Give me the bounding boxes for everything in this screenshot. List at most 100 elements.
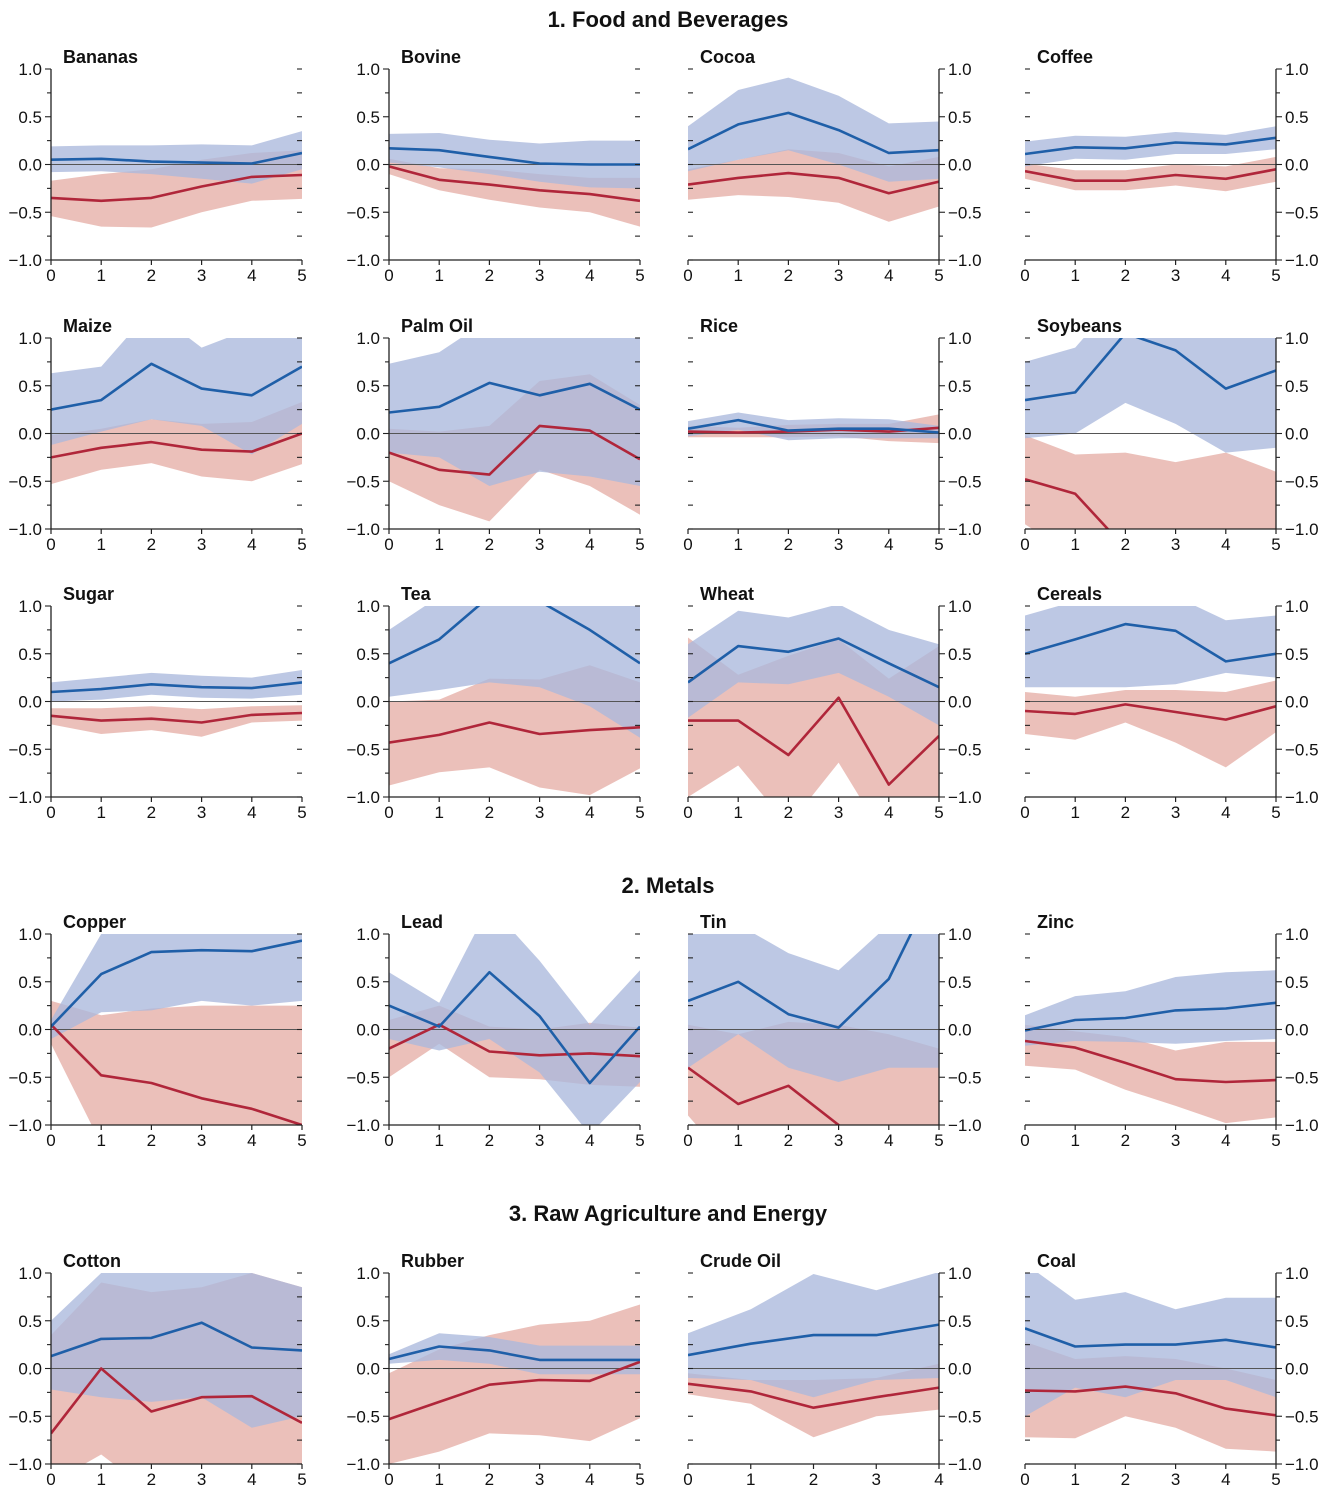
blue-series-line xyxy=(688,934,913,1029)
red-series-line xyxy=(51,432,302,459)
x-tick-label: 1 xyxy=(96,266,105,285)
y-tick-label: 1.0 xyxy=(948,925,972,944)
x-tick-label: 2 xyxy=(485,1470,494,1489)
x-tick-label: 0 xyxy=(1020,1131,1029,1150)
blue-series-line xyxy=(1025,622,1276,663)
plot-area-cotton xyxy=(51,1273,302,1464)
red-confidence-band xyxy=(389,1304,640,1464)
x-tick-label: 5 xyxy=(635,266,644,285)
y-tick-label: −0.5 xyxy=(8,203,42,222)
panel-title-cereals: Cereals xyxy=(1037,584,1102,604)
x-tick-label: 5 xyxy=(934,1131,943,1150)
blue-series-line xyxy=(688,418,939,434)
red-series-line xyxy=(389,1360,640,1421)
y-tick-label: −0.5 xyxy=(948,1407,982,1426)
x-tick-label: 3 xyxy=(1171,266,1180,285)
blue-confidence-band xyxy=(389,606,640,738)
x-tick-label: 3 xyxy=(872,1470,881,1489)
x-tick-label: 5 xyxy=(1271,803,1280,822)
plot-area-copper xyxy=(51,934,302,1125)
y-tick-label: 1.0 xyxy=(1285,925,1309,944)
red-confidence-band xyxy=(1025,680,1276,768)
panel-coffee: 0 1 2 3 4 5 −1.0 −0.5 0.0 0.5 1.0 Coffee xyxy=(1020,47,1318,285)
x-tick-label: 4 xyxy=(1221,535,1230,554)
y-tick-label: 1.0 xyxy=(1285,597,1309,616)
x-tick-label: 1 xyxy=(434,1470,443,1489)
panel-title-lead: Lead xyxy=(401,912,443,932)
red-series-line xyxy=(1025,1385,1276,1417)
red-series-line xyxy=(51,711,302,724)
x-tick-label: 5 xyxy=(1271,266,1280,285)
x-tick-label: 4 xyxy=(884,803,893,822)
x-tick-label: 3 xyxy=(834,535,843,554)
red-series-line xyxy=(688,696,939,786)
red-series-line xyxy=(51,1023,302,1125)
panel-soybeans: 0 1 2 3 4 5 −1.0 −0.5 0.0 0.5 1.0 Soybeans xyxy=(1020,316,1318,554)
y-tick-label: −1.0 xyxy=(948,520,982,539)
section-title-food: 1. Food and Beverages xyxy=(548,7,789,32)
y-tick-label: 0.5 xyxy=(356,377,380,396)
y-tick-label: 0.5 xyxy=(18,108,42,127)
y-tick-label: −0.5 xyxy=(8,1068,42,1087)
red-series-line xyxy=(688,1066,841,1125)
panel-bovine: 0 1 2 3 4 5 −1.0 −0.5 0.0 0.5 1.0 Bovine xyxy=(346,47,644,285)
panel-title-crude-oil: Crude Oil xyxy=(700,1251,781,1271)
y-tick-label: 0.5 xyxy=(1285,645,1309,664)
x-tick-label: 5 xyxy=(297,1131,306,1150)
plot-area-sugar xyxy=(51,670,302,737)
blue-confidence-band xyxy=(51,338,302,455)
y-tick-label: −1.0 xyxy=(948,788,982,807)
x-tick-label: 5 xyxy=(934,535,943,554)
x-tick-label: 1 xyxy=(434,803,443,822)
panel-title-rubber: Rubber xyxy=(401,1251,464,1271)
blue-confidence-band xyxy=(688,606,939,726)
panel-zinc: 0 1 2 3 4 5 −1.0 −0.5 0.0 0.5 1.0 Zinc xyxy=(1020,912,1318,1150)
y-tick-label: −1.0 xyxy=(948,1455,982,1474)
x-tick-label: 2 xyxy=(784,266,793,285)
x-tick-label: 4 xyxy=(247,1470,256,1489)
x-tick-label: 3 xyxy=(535,803,544,822)
panel-title-soybeans: Soybeans xyxy=(1037,316,1122,336)
y-tick-label: 0.0 xyxy=(18,156,42,175)
panel-title-zinc: Zinc xyxy=(1037,912,1074,932)
y-tick-label: −1.0 xyxy=(948,1116,982,1135)
y-tick-label: 0.5 xyxy=(356,973,380,992)
plot-area-coffee xyxy=(1025,126,1276,192)
x-tick-label: 3 xyxy=(197,535,206,554)
x-tick-label: 4 xyxy=(247,266,256,285)
y-tick-label: 0.5 xyxy=(18,645,42,664)
y-tick-label: 0.5 xyxy=(18,973,42,992)
x-tick-label: 5 xyxy=(635,535,644,554)
y-tick-label: −0.5 xyxy=(948,203,982,222)
x-tick-label: 0 xyxy=(1020,535,1029,554)
x-tick-label: 0 xyxy=(46,803,55,822)
y-tick-label: 0.5 xyxy=(356,1312,380,1331)
panel-title-rice: Rice xyxy=(700,316,738,336)
blue-confidence-band xyxy=(688,77,939,182)
plot-area-coal xyxy=(1025,1273,1276,1452)
panel-palm-oil: 0 1 2 3 4 5 −1.0 −0.5 0.0 0.5 1.0 Palm Oil xyxy=(346,316,644,554)
y-tick-label: 0.5 xyxy=(1285,377,1309,396)
x-tick-label: 0 xyxy=(46,266,55,285)
x-tick-label: 0 xyxy=(683,535,692,554)
x-tick-label: 2 xyxy=(147,266,156,285)
y-tick-label: −1.0 xyxy=(346,1455,380,1474)
red-confidence-band xyxy=(389,158,640,227)
x-tick-label: 1 xyxy=(434,266,443,285)
y-tick-label: 0.0 xyxy=(1285,156,1309,175)
x-tick-label: 1 xyxy=(96,1470,105,1489)
x-tick-label: 5 xyxy=(1271,1131,1280,1150)
x-tick-label: 1 xyxy=(434,535,443,554)
y-tick-label: 0.0 xyxy=(18,1021,42,1040)
y-tick-label: 1.0 xyxy=(1285,60,1309,79)
x-tick-label: 1 xyxy=(434,1131,443,1150)
y-tick-label: 0.5 xyxy=(948,108,972,127)
y-tick-label: −1.0 xyxy=(1285,1455,1319,1474)
x-tick-label: 2 xyxy=(147,1470,156,1489)
x-tick-label: 4 xyxy=(1221,1470,1230,1489)
y-tick-label: 1.0 xyxy=(356,597,380,616)
section-title-raw-agriculture: 3. Raw Agriculture and Energy xyxy=(509,1201,828,1226)
y-tick-label: 0.5 xyxy=(1285,108,1309,127)
chart-panels: 0 1 2 3 4 5 −1.0 −0.5 0.0 0.5 1.0 Bananas 0 1 2 3 4 5 −1.0… xyxy=(8,47,1319,1489)
